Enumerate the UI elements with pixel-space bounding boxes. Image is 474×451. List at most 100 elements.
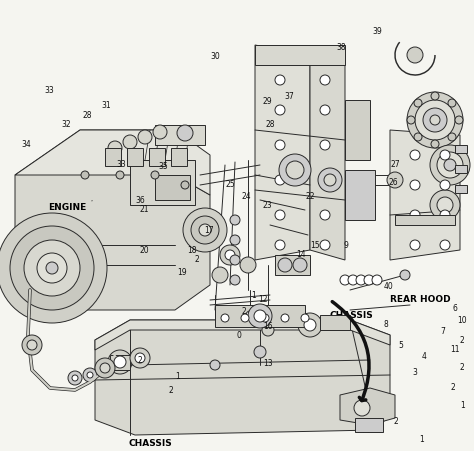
Polygon shape	[15, 130, 210, 195]
Circle shape	[191, 216, 219, 244]
Circle shape	[364, 275, 374, 285]
Text: CHASSIS: CHASSIS	[330, 310, 374, 319]
Text: 35: 35	[159, 162, 168, 171]
Circle shape	[114, 356, 126, 368]
Text: 9: 9	[344, 241, 348, 250]
Circle shape	[138, 130, 152, 144]
Circle shape	[123, 135, 137, 149]
Circle shape	[320, 240, 330, 250]
Circle shape	[348, 275, 358, 285]
Circle shape	[437, 197, 453, 213]
Text: 2: 2	[194, 255, 199, 264]
Text: 34: 34	[21, 140, 31, 149]
Circle shape	[81, 171, 89, 179]
Text: 29: 29	[263, 97, 273, 106]
Bar	[155, 175, 190, 200]
Circle shape	[407, 116, 415, 124]
Circle shape	[431, 92, 439, 100]
Circle shape	[130, 348, 150, 368]
Bar	[345, 170, 375, 220]
Circle shape	[372, 275, 382, 285]
Bar	[105, 148, 121, 166]
Text: 1: 1	[419, 435, 424, 444]
Circle shape	[275, 75, 285, 85]
Circle shape	[430, 190, 460, 220]
Bar	[155, 125, 205, 145]
Text: 36: 36	[135, 196, 145, 205]
Circle shape	[415, 100, 455, 140]
Polygon shape	[255, 45, 310, 260]
Bar	[255, 45, 345, 65]
Bar	[215, 305, 305, 327]
Circle shape	[220, 245, 240, 265]
Circle shape	[410, 150, 420, 160]
Text: 3: 3	[412, 368, 417, 377]
Bar	[127, 148, 143, 166]
Circle shape	[414, 133, 422, 141]
Bar	[110, 355, 130, 370]
Circle shape	[407, 92, 463, 148]
Circle shape	[37, 253, 67, 283]
Circle shape	[275, 175, 285, 185]
Text: 17: 17	[204, 226, 213, 235]
Circle shape	[100, 363, 110, 373]
Circle shape	[108, 141, 122, 155]
Text: 7: 7	[441, 327, 446, 336]
Circle shape	[254, 310, 266, 322]
Text: 25: 25	[225, 180, 235, 189]
Bar	[345, 100, 370, 160]
Text: 33: 33	[116, 160, 126, 169]
Circle shape	[230, 215, 240, 225]
Circle shape	[444, 159, 456, 171]
Text: 28: 28	[83, 110, 92, 120]
Circle shape	[440, 180, 450, 190]
Circle shape	[281, 314, 289, 322]
Circle shape	[46, 262, 58, 274]
Text: 14: 14	[296, 250, 306, 259]
Text: 2: 2	[460, 363, 465, 372]
Circle shape	[278, 258, 292, 272]
Text: 24: 24	[242, 192, 251, 201]
Text: 27: 27	[391, 160, 401, 169]
Text: REAR HOOD: REAR HOOD	[390, 295, 451, 304]
Text: 2: 2	[460, 336, 465, 345]
Circle shape	[340, 275, 350, 285]
Polygon shape	[390, 130, 460, 260]
Circle shape	[240, 257, 256, 273]
Circle shape	[241, 306, 259, 324]
Circle shape	[275, 210, 285, 220]
Circle shape	[108, 350, 132, 374]
Polygon shape	[95, 320, 390, 435]
Circle shape	[10, 226, 94, 310]
Circle shape	[275, 140, 285, 150]
Text: 16: 16	[263, 322, 273, 331]
Text: 2: 2	[137, 356, 142, 365]
Bar	[130, 160, 195, 205]
Circle shape	[183, 208, 227, 252]
Circle shape	[262, 324, 274, 336]
Bar	[395, 215, 455, 225]
Circle shape	[320, 105, 330, 115]
Circle shape	[320, 140, 330, 150]
Text: ENGINE: ENGINE	[48, 201, 92, 212]
Circle shape	[301, 314, 309, 322]
Text: 39: 39	[372, 27, 382, 36]
Text: 28: 28	[265, 120, 275, 129]
Circle shape	[407, 47, 423, 63]
Circle shape	[387, 172, 403, 188]
Circle shape	[221, 314, 229, 322]
Circle shape	[410, 180, 420, 190]
Circle shape	[304, 319, 316, 331]
Circle shape	[151, 171, 159, 179]
Text: 20: 20	[140, 246, 149, 255]
Bar	[455, 145, 467, 153]
Text: 19: 19	[178, 268, 187, 277]
Text: 5: 5	[398, 341, 403, 350]
Circle shape	[181, 181, 189, 189]
Circle shape	[286, 161, 304, 179]
Circle shape	[199, 224, 211, 236]
Circle shape	[135, 353, 145, 363]
Text: 37: 37	[284, 92, 294, 101]
Polygon shape	[15, 130, 210, 310]
Circle shape	[230, 275, 240, 285]
